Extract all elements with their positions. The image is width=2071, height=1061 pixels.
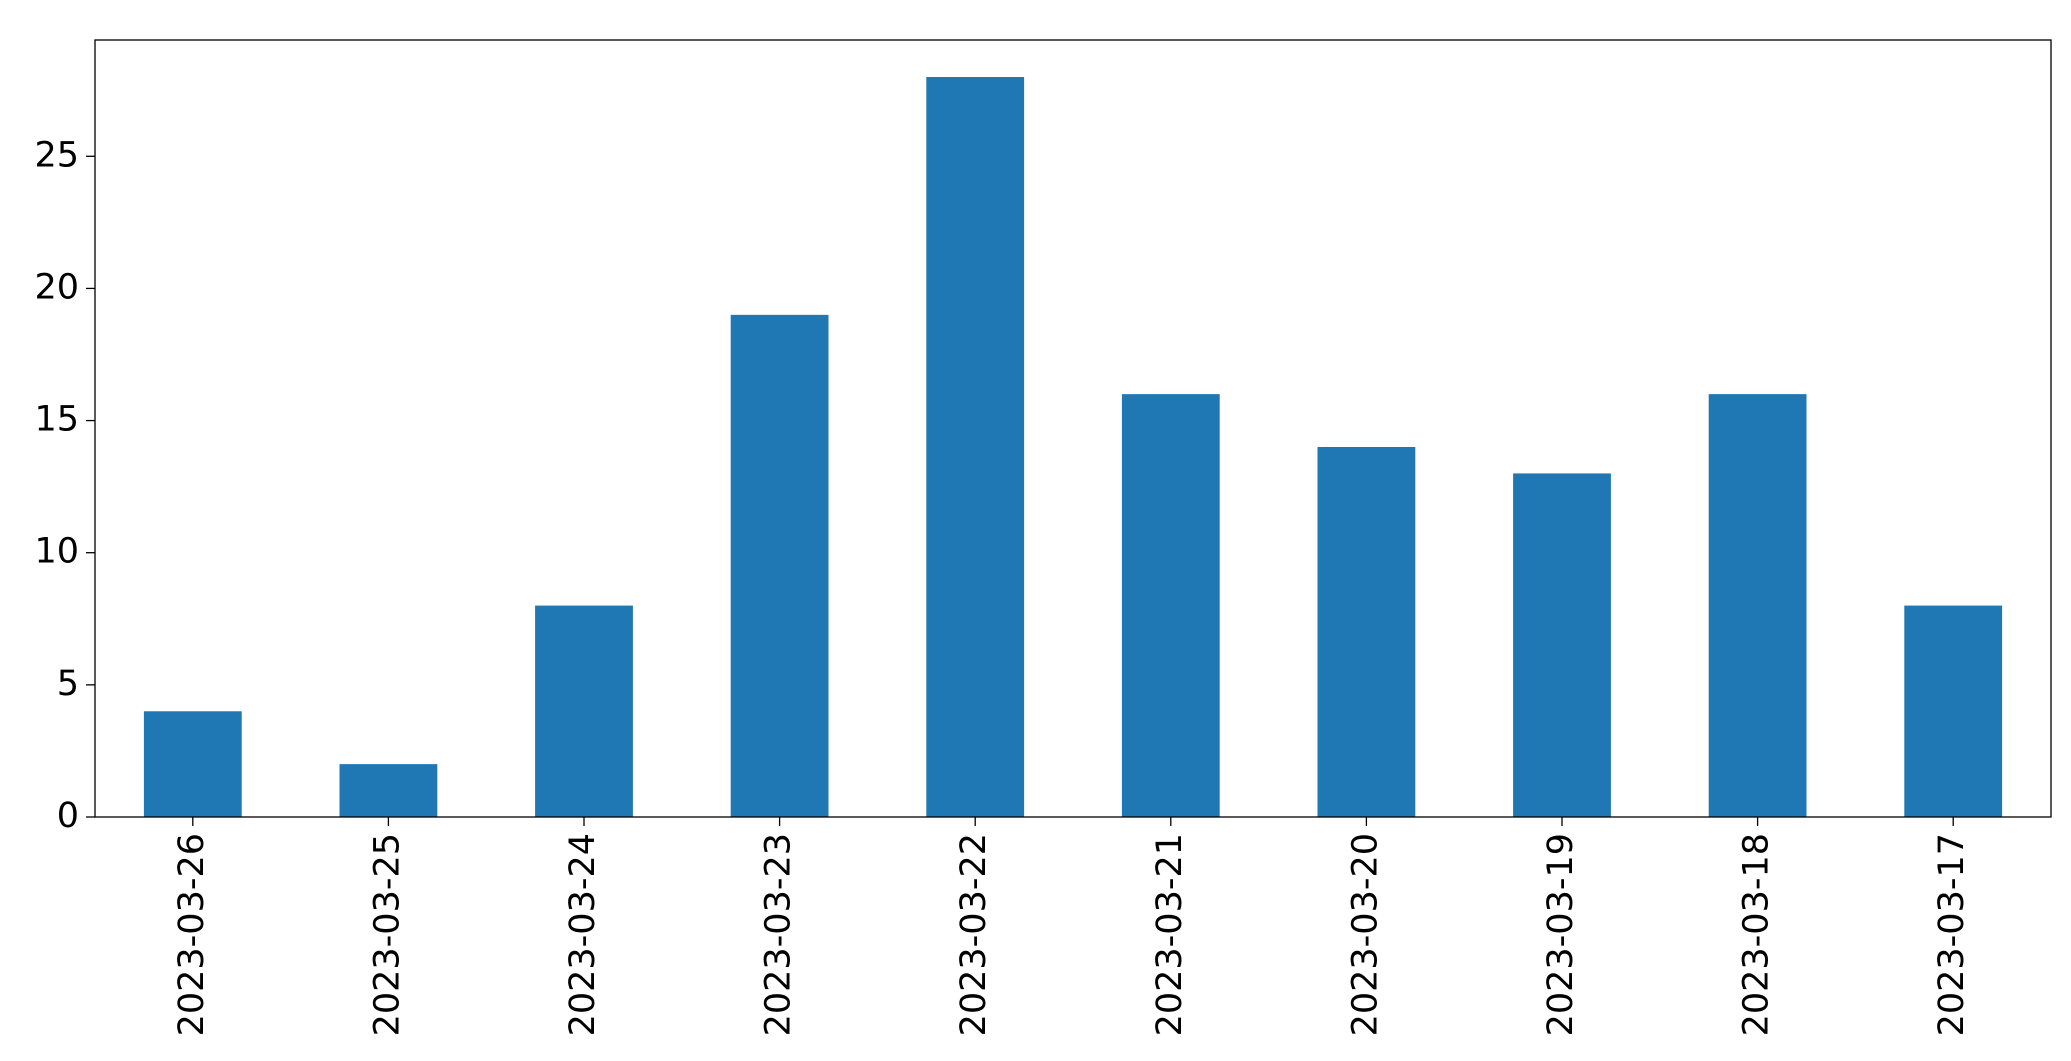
bar (535, 605, 633, 817)
bar (1513, 473, 1611, 817)
bar (1121, 394, 1220, 817)
y-tick-label: 15 (34, 400, 79, 440)
plot-frame (94, 39, 2052, 818)
bar (730, 314, 829, 817)
bar (143, 711, 242, 817)
bar (926, 77, 1025, 817)
x-tick-label: 2023-03-26 (172, 833, 212, 1036)
x-tick-label: 2023-03-17 (1932, 833, 1972, 1036)
x-tick-label: 2023-03-18 (1737, 833, 1777, 1036)
x-tick-label: 2023-03-20 (1345, 833, 1385, 1036)
bar (1904, 605, 2003, 817)
x-tick-label: 2023-03-22 (954, 833, 994, 1036)
y-tick-label: 20 (34, 267, 79, 307)
y-tick-label: 5 (57, 664, 79, 704)
y-tick-label: 25 (34, 135, 79, 175)
bar (1708, 394, 1807, 817)
y-tick-label: 0 (57, 796, 79, 836)
x-tick-label: 2023-03-25 (367, 833, 407, 1036)
x-tick-label: 2023-03-19 (1541, 833, 1581, 1036)
x-tick-label: 2023-03-21 (1150, 833, 1190, 1036)
x-tick-label: 2023-03-24 (563, 833, 603, 1036)
bar (339, 764, 438, 817)
bar (1317, 447, 1416, 817)
y-tick-label: 10 (34, 532, 79, 572)
x-tick-label: 2023-03-23 (759, 833, 799, 1036)
